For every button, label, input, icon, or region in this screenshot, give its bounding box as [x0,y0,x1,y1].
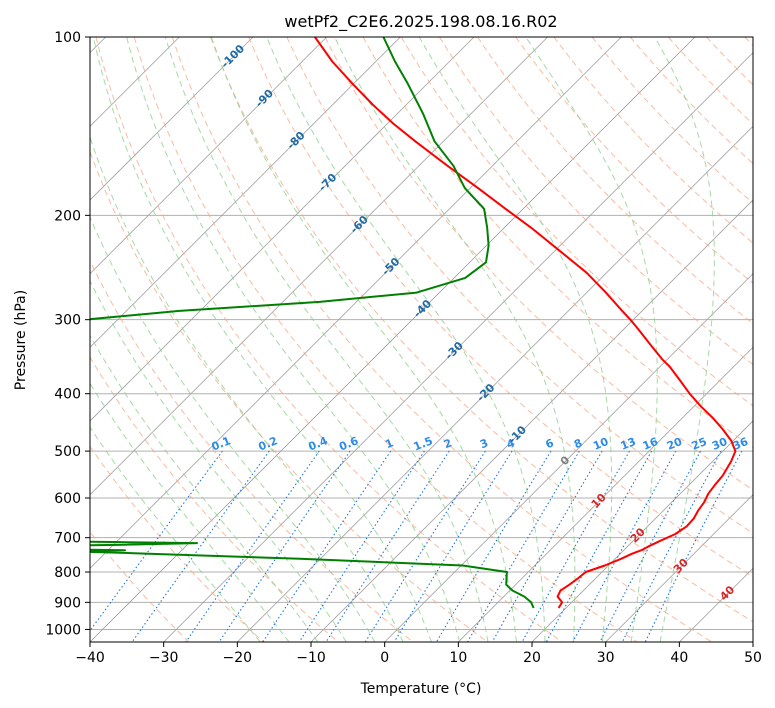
moist-adiabat-line [92,37,432,642]
y-tick-label: 600 [54,491,81,507]
background-lines [90,37,753,642]
isotherm-line [90,37,548,496]
x-tick-label: −10 [296,650,326,666]
dry-adiabat-line [90,356,339,642]
moist-adiabat-line [90,215,376,642]
mixing-ratio-label: 2 [442,436,454,451]
x-tick-label: 30 [597,650,615,666]
dry-adiabat-line [210,37,753,623]
moist-adiabat-line [90,426,261,642]
isotherm-line [90,37,401,348]
plot-background [90,37,753,642]
moist-adiabat-line [266,37,546,642]
isotherm-line [605,494,753,642]
moist-adiabat-line [90,334,319,642]
dry-adiabat-line [133,37,638,642]
isotherm-line [90,37,327,275]
dry-adiabat-line [90,445,264,642]
mixing-ratio-label: 13 [619,435,638,453]
x-axis: −40 −30 −20 −10 0 10 20 30 40 50 [75,642,762,666]
moist-adiabat-line [418,37,613,642]
mixing-ratio-line [298,450,425,642]
dry-adiabat-line [438,37,753,366]
mixing-ratio-line [185,450,320,642]
moist-adiabat-line [210,37,517,642]
mixing-ratio-label: 1 [383,436,395,451]
mixing-ratio-line [644,450,743,642]
y-tick-label: 700 [54,531,81,547]
mixing-ratio-line [218,450,351,642]
dry-adiabat-line [286,37,753,534]
dewpoint-profile-line [90,37,535,609]
mixing-ratio-label: 8 [572,436,584,451]
x-tick-label: 0 [380,650,389,666]
plot-frame [89,36,754,643]
x-tick-label: −20 [223,650,253,666]
isotherm-line [458,346,753,642]
mixing-ratio-line [521,450,630,642]
isotherm-line [90,37,254,201]
mixing-ratio-line [599,450,701,642]
y-tick-label: 100 [54,30,81,46]
mixing-ratio-label: 25 [690,435,709,453]
dry-adiabat-line [591,37,753,204]
dry-adiabat-line [95,37,563,642]
x-tick-label: 20 [523,650,541,666]
mixing-ratio-label: 36 [731,435,750,453]
y-tick-label: 800 [54,565,81,581]
y-tick-label: 300 [54,313,81,329]
isotherm-line [384,273,753,642]
dry-adiabat-line [171,37,712,642]
isotherm-line [90,37,475,422]
y-tick-label: 500 [54,444,81,460]
mixing-ratio-line [90,450,223,632]
x-tick-label: 10 [449,650,467,666]
mixing-ratio-line [621,450,722,642]
moist-adiabat-line [126,37,461,642]
y-tick-label: 900 [54,595,81,611]
mixing-ratio-label: 16 [641,435,660,453]
dry-adiabat-line [248,37,753,578]
mixing-ratio-line [131,450,270,642]
isotherm-line [752,641,753,642]
y-tick-label: 200 [54,208,81,224]
x-tick-label: −40 [75,650,105,666]
mixing-ratio-label: 20 [665,435,684,453]
dry-adiabat-line [553,37,753,244]
dry-adiabat-line [324,37,753,491]
chart-title: wetPf2_C2E6.2025.198.08.16.R02 [284,12,557,32]
isotherm-line [237,125,753,642]
mixing-ratio-line [572,450,677,642]
mixing-ratio-line [262,450,392,642]
temperature-profile-line [314,37,737,609]
y-axis: 100 200 300 400 500 600 700 800 900 1000 [45,30,90,638]
isotherm-line [531,420,753,642]
y-tick-label: 400 [54,387,81,403]
series-layer [90,37,737,609]
mixing-ratio-line [545,450,653,642]
dry-adiabat-line [400,37,753,407]
y-tick-label: 1000 [45,622,81,638]
x-axis-label: Temperature (°C) [360,681,482,697]
x-tick-label: 50 [744,650,762,666]
dry-adiabat-line [90,259,414,642]
moist-adiabat-line [334,37,576,642]
moist-adiabat-line [525,37,658,642]
isotherm-line [163,52,753,642]
moist-adiabat-line [654,37,715,642]
dry-adiabat-line [362,37,753,449]
moist-adiabat-line [90,135,404,642]
mixing-ratio-label: 10 [591,435,610,453]
y-axis-label: Pressure (hPa) [13,290,29,390]
mixing-ratio-label: 30 [710,435,729,453]
mixing-ratio-line [491,450,603,642]
isotherm-line [90,37,696,642]
moist-adiabat-line [164,37,489,642]
mixing-ratio-label: 3 [478,436,490,451]
x-tick-label: 40 [670,650,688,666]
x-tick-label: −30 [149,650,179,666]
moist-adiabat-line [90,382,290,642]
